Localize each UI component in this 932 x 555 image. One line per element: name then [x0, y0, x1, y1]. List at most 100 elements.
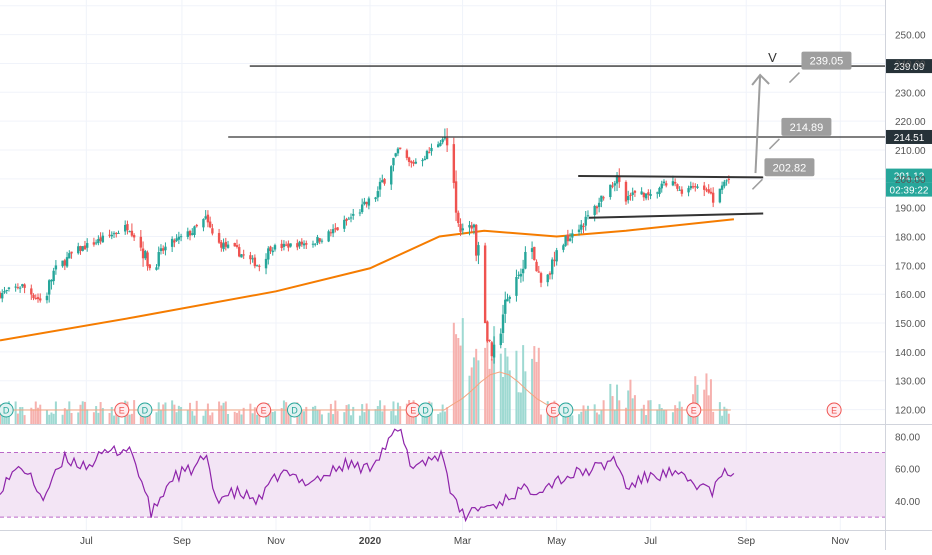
candle-body	[519, 273, 523, 277]
volume-bar	[470, 367, 473, 424]
volume-bar	[452, 322, 455, 424]
candle-body	[671, 181, 675, 186]
candle-body	[159, 248, 163, 251]
volume-bar	[468, 375, 471, 424]
rsi-line	[0, 428, 735, 523]
volume-bar	[63, 408, 66, 424]
earnings-marker[interactable]	[256, 402, 272, 418]
candle-body	[707, 189, 710, 193]
dividend-marker[interactable]	[558, 402, 574, 418]
candle-body	[81, 246, 84, 251]
channel-line[interactable]	[588, 212, 764, 219]
channel-line[interactable]	[578, 174, 764, 179]
volume-bar	[439, 412, 442, 424]
drawing-lines[interactable]: V 239.05 214.89 202.82	[228, 50, 885, 219]
volume-bar	[349, 415, 352, 424]
candle-body	[691, 186, 695, 188]
volume-bar	[155, 412, 158, 424]
candle-body	[602, 197, 605, 199]
candle-body	[186, 231, 189, 237]
projection-arrow-head[interactable]	[751, 73, 770, 86]
earnings-marker[interactable]	[114, 402, 130, 418]
candle-body	[396, 148, 400, 154]
volume-bar	[52, 413, 55, 424]
volume-bar	[441, 404, 444, 424]
volume-bar	[725, 408, 728, 424]
volume-bar	[289, 412, 292, 424]
candle-body	[347, 218, 350, 220]
candle-body	[658, 187, 661, 195]
volume-bar	[175, 412, 178, 424]
candle-body	[445, 137, 449, 146]
volume-bar	[32, 409, 35, 424]
volume-bar	[171, 400, 174, 424]
volume-bar	[506, 356, 509, 424]
candle-body	[711, 192, 715, 203]
volume-bar	[273, 411, 276, 424]
candle-body	[329, 232, 333, 234]
candle-body	[128, 231, 131, 233]
volume-bar	[66, 410, 69, 424]
dividend-marker[interactable]	[286, 402, 302, 418]
dividend-marker[interactable]	[137, 402, 153, 418]
candle-body	[264, 258, 268, 269]
y-tick-label: 240.00	[895, 59, 926, 70]
projection-arrow-shaft[interactable]	[754, 74, 762, 174]
volume-bar	[649, 400, 652, 424]
callout-box[interactable]	[764, 158, 815, 177]
volume-bar	[502, 376, 505, 424]
callout-box[interactable]	[801, 51, 852, 70]
candle-body	[582, 225, 585, 228]
candle-body	[499, 333, 502, 346]
candle-body	[530, 248, 534, 252]
volume-bar	[665, 409, 668, 424]
candle-body	[593, 205, 596, 215]
event-marker-label: D	[422, 406, 429, 416]
volume-bar	[519, 392, 522, 424]
volume-bar	[148, 410, 151, 424]
candle-body	[537, 271, 540, 273]
candle-body	[564, 235, 567, 246]
y-tick-label: 120.00	[895, 406, 926, 417]
candle-body	[148, 264, 151, 269]
candle-body	[624, 181, 628, 202]
volume-bar	[365, 403, 368, 424]
volume-bar	[30, 407, 33, 424]
volume-bar	[233, 411, 236, 424]
volume-bar	[256, 414, 259, 424]
candle-body	[676, 184, 679, 189]
rsi-pane	[0, 424, 932, 523]
volume-bar	[70, 412, 73, 424]
price-label-box	[886, 59, 932, 74]
candle-body	[517, 274, 520, 276]
volume-bar	[79, 404, 82, 424]
dividend-marker[interactable]	[418, 402, 434, 418]
callout-box[interactable]	[781, 117, 832, 136]
volume-bar	[703, 389, 706, 424]
earnings-marker[interactable]	[826, 402, 842, 418]
candle-body	[61, 260, 64, 267]
last-price-label: 201.12	[894, 172, 925, 183]
countdown-box	[886, 182, 932, 197]
candle-body	[267, 248, 270, 260]
candle-body	[727, 178, 731, 180]
candle-body	[673, 182, 677, 184]
volume-bar	[242, 407, 245, 424]
volume-bar	[164, 402, 167, 424]
candle-body	[597, 202, 601, 207]
volume-bar	[631, 398, 634, 424]
volume-bar	[709, 379, 712, 424]
volume-bar	[540, 414, 543, 424]
earnings-marker[interactable]	[686, 402, 702, 418]
candle-body	[725, 180, 728, 182]
candle-body	[723, 181, 726, 187]
dividend-marker[interactable]	[0, 402, 14, 418]
y-tick-label: 160.00	[895, 290, 926, 301]
candle-body	[21, 284, 24, 287]
candle-body	[3, 291, 6, 293]
candle-body	[280, 243, 283, 249]
volume-bar	[548, 415, 551, 424]
candle-body	[360, 204, 364, 212]
